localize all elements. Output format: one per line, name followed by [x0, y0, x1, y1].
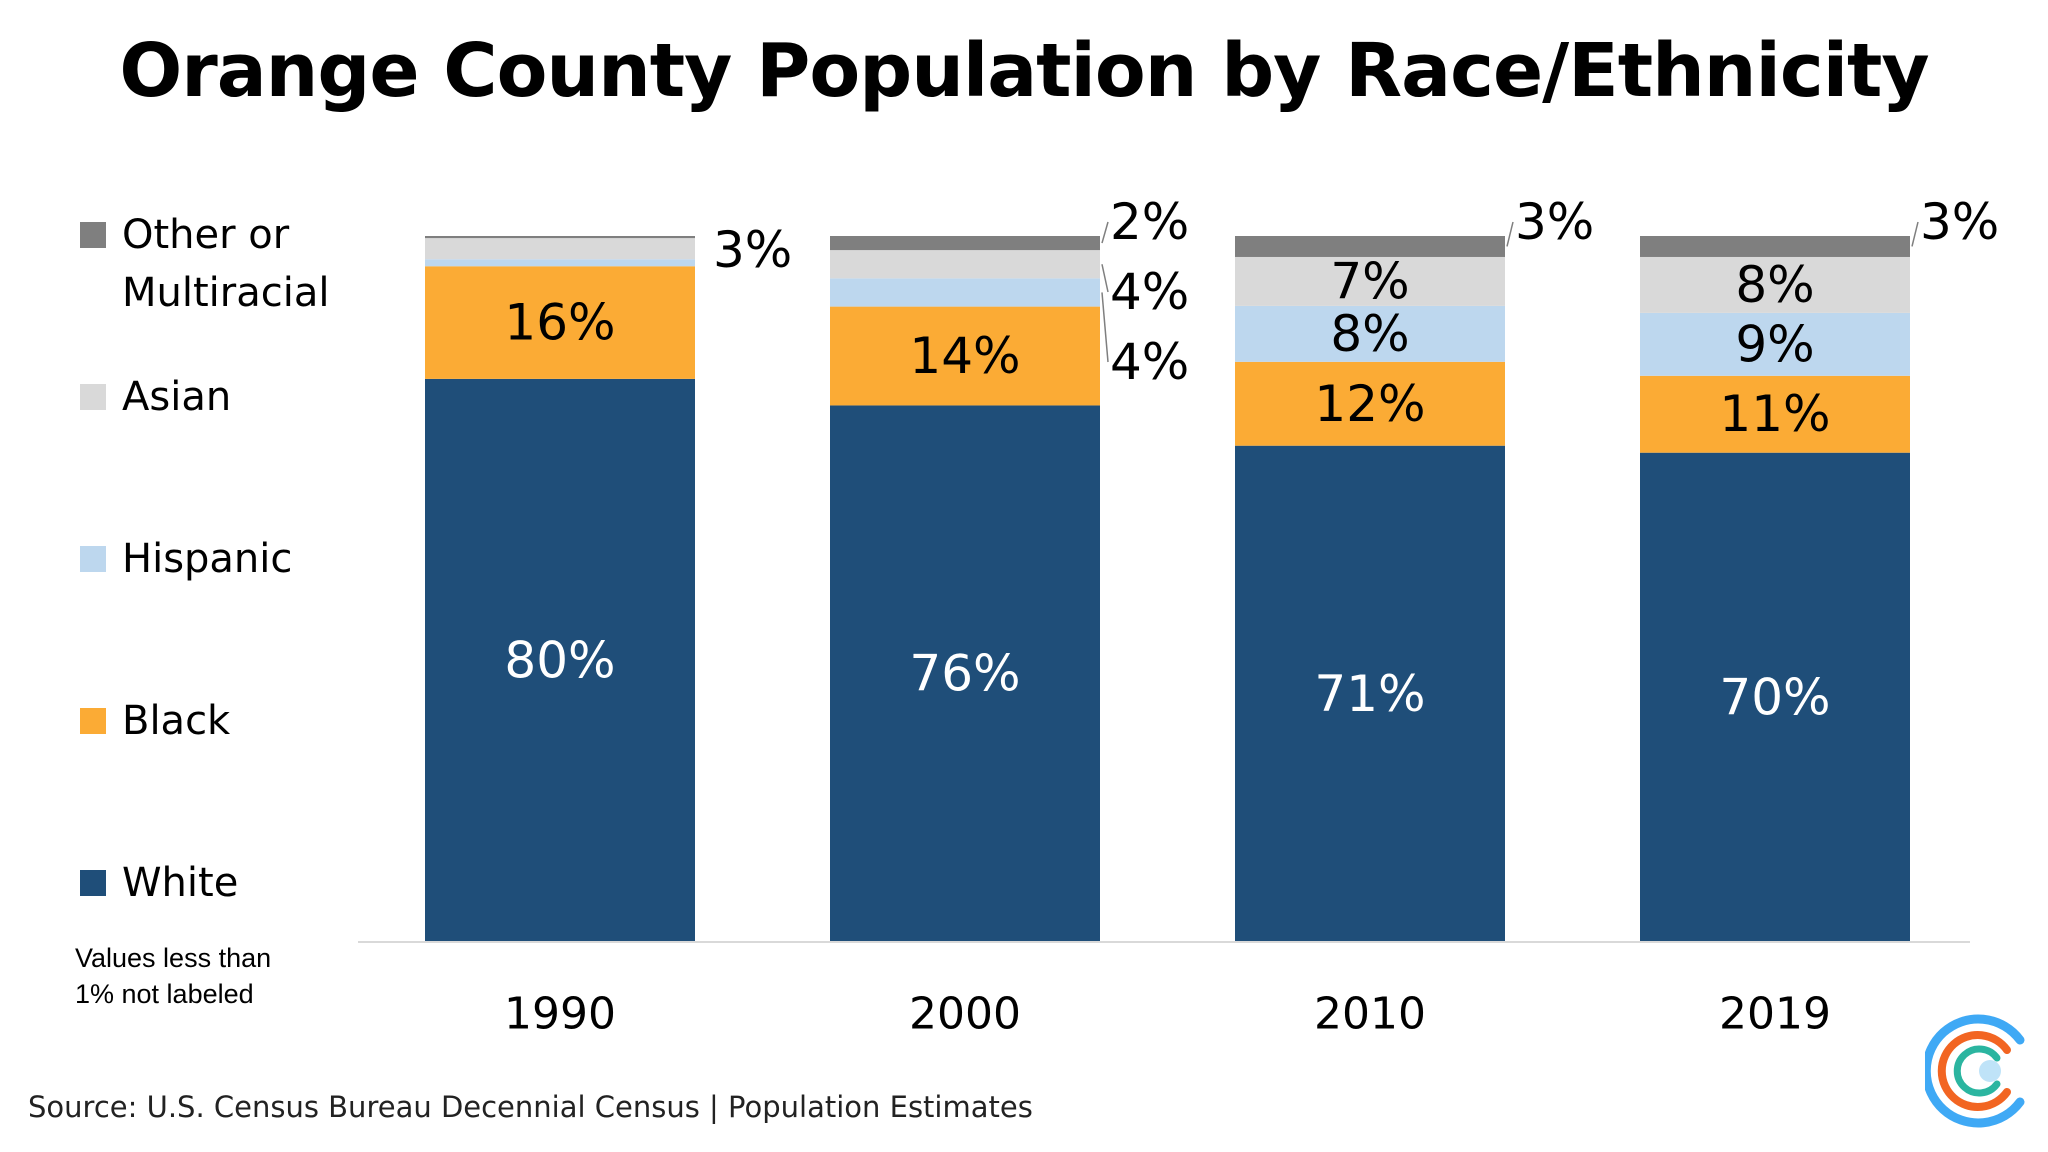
- bar-asian-2019: [1640, 256, 1910, 313]
- bar-hispanic-1990: [425, 259, 695, 267]
- legend-label-white: White: [122, 860, 239, 906]
- bar-other-or-multiracial-2000: [830, 236, 1100, 251]
- x-tick-label-2019: 2019: [1719, 989, 1831, 1040]
- data-label-hispanic-2000: 4%: [1110, 333, 1189, 391]
- logo-inner-arc: [1953, 1045, 2001, 1097]
- data-label-asian-2010: 7%: [1330, 252, 1409, 310]
- bar-other-or-multiracial-2010: [1235, 236, 1505, 257]
- data-label-asian-2000: 4%: [1110, 263, 1189, 321]
- x-tick-label-2010: 2010: [1314, 989, 1426, 1040]
- x-tick-label-1990: 1990: [504, 989, 616, 1040]
- bar-hispanic-2010: [1235, 305, 1505, 362]
- bar-asian-2000: [830, 250, 1100, 279]
- logo-outer-arc: [1925, 1014, 2025, 1128]
- bars-group: [425, 236, 1910, 942]
- bar-labels-group: 80%16%3%76%14%2%4%4%71%12%8%7%3%70%11%9%…: [504, 193, 1999, 726]
- legend-item-black: Black: [80, 692, 230, 750]
- bar-black-1990: [425, 266, 695, 379]
- legend-swatch-black: [80, 708, 106, 734]
- legend-item-hispanic: Hispanic: [80, 530, 292, 588]
- note-text: Values less than 1% not labeled: [75, 943, 272, 1009]
- chart-title: Orange County Population by Race/Ethnici…: [119, 28, 1929, 114]
- data-label-black-2000: 14%: [909, 327, 1020, 385]
- data-label-black-2010: 12%: [1314, 375, 1425, 433]
- logo-middle-arc: [1937, 1031, 2011, 1111]
- leader-line-other-or-multiracial-2019: [1911, 221, 1919, 247]
- legend-swatch-white: [80, 870, 106, 896]
- bar-asian-2010: [1235, 256, 1505, 306]
- bar-other-or-multiracial-2019: [1640, 236, 1910, 257]
- legend-label-asian: Asian: [122, 374, 232, 420]
- data-label-asian-1990: 3%: [713, 221, 792, 279]
- leader-line-other-or-multiracial-2000: [1101, 221, 1109, 244]
- bar-white-2019: [1640, 452, 1910, 942]
- bar-black-2019: [1640, 375, 1910, 453]
- bar-white-2000: [830, 405, 1100, 942]
- data-label-white-2000: 76%: [909, 645, 1020, 703]
- data-label-black-2019: 11%: [1719, 385, 1830, 443]
- bar-hispanic-2000: [830, 278, 1100, 307]
- bar-black-2010: [1235, 361, 1505, 446]
- leader-line-hispanic-2000: [1101, 292, 1109, 363]
- data-label-hispanic-2019: 9%: [1735, 315, 1814, 373]
- data-label-white-1990: 80%: [504, 631, 615, 689]
- data-label-white-2010: 71%: [1314, 665, 1425, 723]
- legend-item-white: White: [80, 854, 238, 912]
- legend-label-black: Black: [122, 698, 231, 744]
- data-label-asian-2019: 8%: [1735, 256, 1814, 314]
- data-label-other-or-multiracial-2010: 3%: [1515, 193, 1594, 251]
- legend-swatch-hispanic: [80, 546, 106, 572]
- bar-white-2010: [1235, 445, 1505, 942]
- data-label-other-or-multiracial-2019: 3%: [1920, 193, 1999, 251]
- bar-black-2000: [830, 306, 1100, 406]
- legend-label-hispanic: Hispanic: [122, 536, 293, 582]
- x-tick-label-2000: 2000: [909, 989, 1021, 1040]
- legend-item-other-or-multiracial: Other or Multiracial: [80, 206, 329, 322]
- leader-lines-group: [1101, 221, 1919, 363]
- legend-item-asian: Asian: [80, 368, 231, 426]
- data-label-white-2019: 70%: [1719, 668, 1830, 726]
- data-label-black-1990: 16%: [504, 294, 615, 352]
- bar-white-1990: [425, 378, 695, 942]
- data-label-other-or-multiracial-2000: 2%: [1110, 193, 1189, 251]
- logo-center-dot: [1979, 1060, 2001, 1082]
- data-label-hispanic-2010: 8%: [1330, 305, 1409, 363]
- x-tick-labels-group: 1990 2000 2010 2019: [504, 989, 1831, 1040]
- bar-asian-1990: [425, 238, 695, 260]
- leader-line-other-or-multiracial-2010: [1506, 221, 1514, 247]
- bar-hispanic-2019: [1640, 312, 1910, 376]
- source-text: Source: U.S. Census Bureau Decennial Cen…: [28, 1090, 1033, 1124]
- circle-logo-icon: [1925, 1014, 2025, 1128]
- legend-swatch-asian: [80, 384, 106, 410]
- legend-label-other-or-multiracial: Other or Multiracial: [122, 212, 330, 316]
- legend-swatch-other-or-multiracial: [80, 222, 106, 248]
- bar-other-or-multiracial-1990: [425, 236, 695, 239]
- leader-line-asian-2000: [1101, 264, 1109, 293]
